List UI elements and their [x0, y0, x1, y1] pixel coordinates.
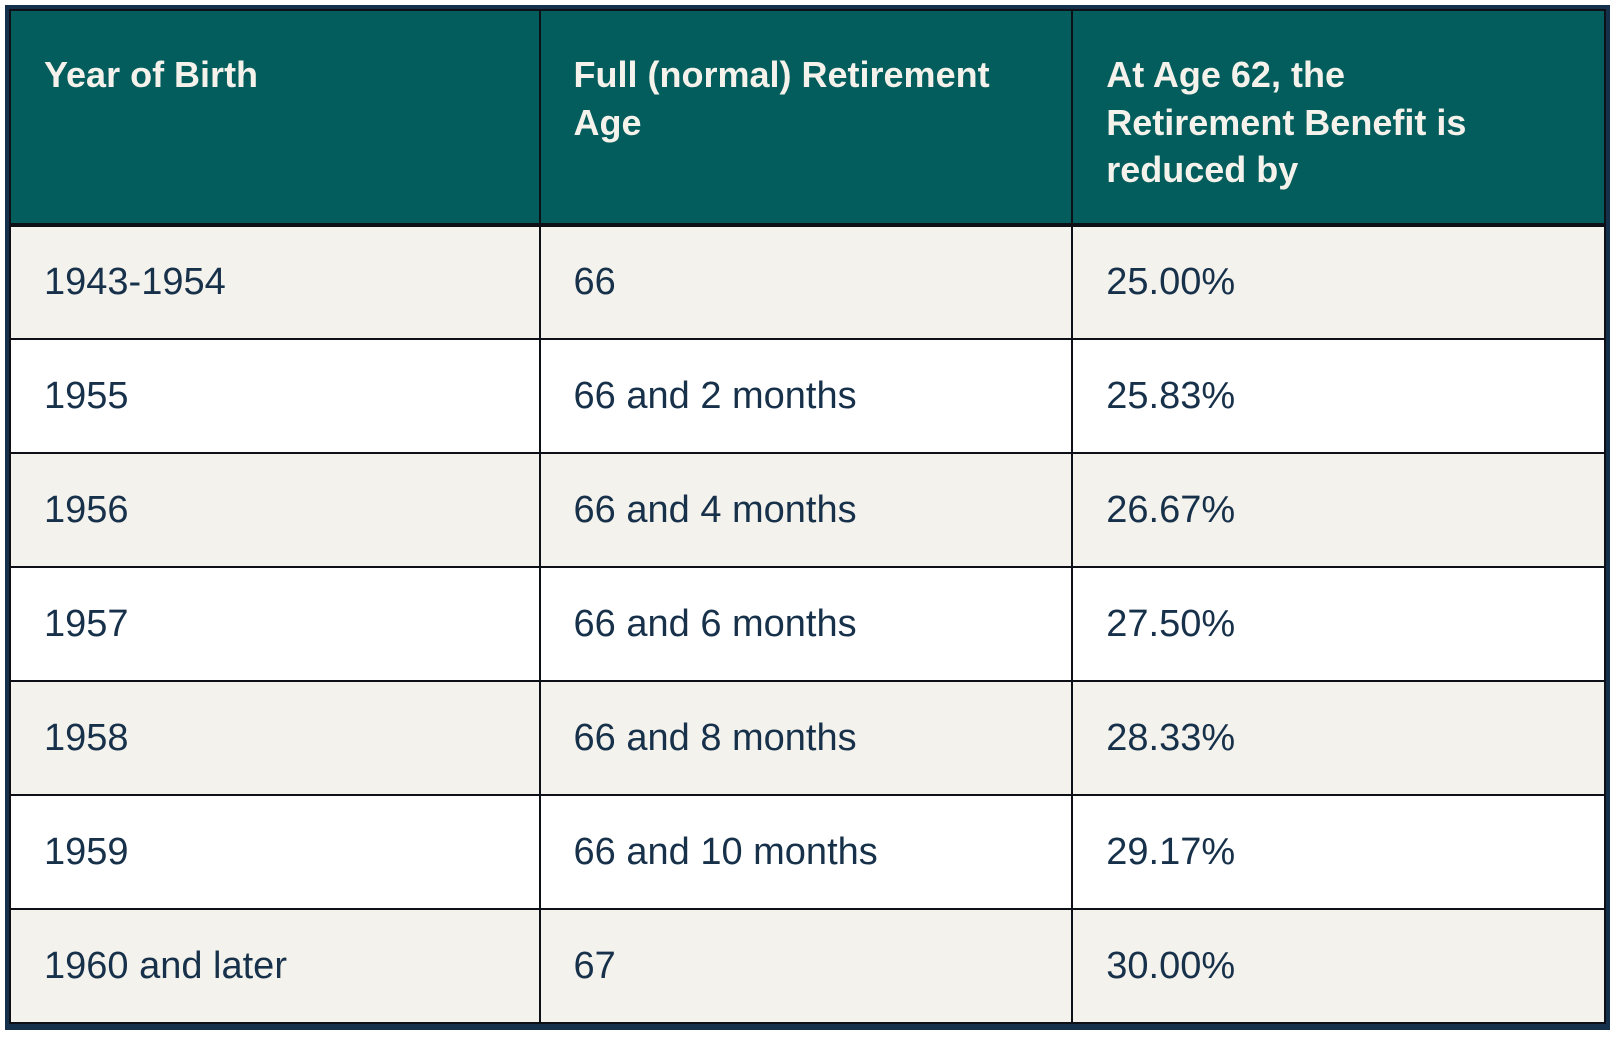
cell-year-of-birth: 1957 — [9, 566, 541, 682]
cell-reduction-at-62: 28.33% — [1071, 680, 1606, 796]
cell-year-of-birth: 1956 — [9, 452, 541, 568]
cell-full-retirement-age: 67 — [538, 908, 1074, 1024]
cell-reduction-at-62: 30.00% — [1071, 908, 1606, 1024]
cell-reduction-at-62: 29.17% — [1071, 794, 1606, 910]
cell-reduction-at-62: 25.00% — [1071, 224, 1606, 340]
cell-year-of-birth: 1943-1954 — [9, 224, 541, 340]
table-row: 1956 66 and 4 months 26.67% — [9, 452, 1606, 568]
retirement-table-wrap: Year of Birth Full (normal) Retirement A… — [5, 5, 1610, 1030]
retirement-age-table: Year of Birth Full (normal) Retirement A… — [9, 9, 1606, 1024]
table-row: 1959 66 and 10 months 29.17% — [9, 794, 1606, 910]
cell-reduction-at-62: 25.83% — [1071, 338, 1606, 454]
header-year-of-birth: Year of Birth — [9, 9, 541, 227]
cell-year-of-birth: 1958 — [9, 680, 541, 796]
cell-year-of-birth: 1955 — [9, 338, 541, 454]
header-full-retirement-age: Full (normal) Retirement Age — [538, 9, 1074, 227]
table-row: 1955 66 and 2 months 25.83% — [9, 338, 1606, 454]
cell-full-retirement-age: 66 and 10 months — [538, 794, 1074, 910]
cell-full-retirement-age: 66 and 4 months — [538, 452, 1074, 568]
cell-full-retirement-age: 66 — [538, 224, 1074, 340]
table-row: 1957 66 and 6 months 27.50% — [9, 566, 1606, 682]
table-row: 1943-1954 66 25.00% — [9, 224, 1606, 340]
cell-year-of-birth: 1959 — [9, 794, 541, 910]
header-row: Year of Birth Full (normal) Retirement A… — [9, 9, 1606, 227]
cell-full-retirement-age: 66 and 2 months — [538, 338, 1074, 454]
cell-reduction-at-62: 27.50% — [1071, 566, 1606, 682]
cell-reduction-at-62: 26.67% — [1071, 452, 1606, 568]
table-row: 1960 and later 67 30.00% — [9, 908, 1606, 1024]
cell-year-of-birth: 1960 and later — [9, 908, 541, 1024]
cell-full-retirement-age: 66 and 8 months — [538, 680, 1074, 796]
table-row: 1958 66 and 8 months 28.33% — [9, 680, 1606, 796]
header-reduction-at-62: At Age 62, the Retirement Benefit is red… — [1071, 9, 1606, 227]
cell-full-retirement-age: 66 and 6 months — [538, 566, 1074, 682]
